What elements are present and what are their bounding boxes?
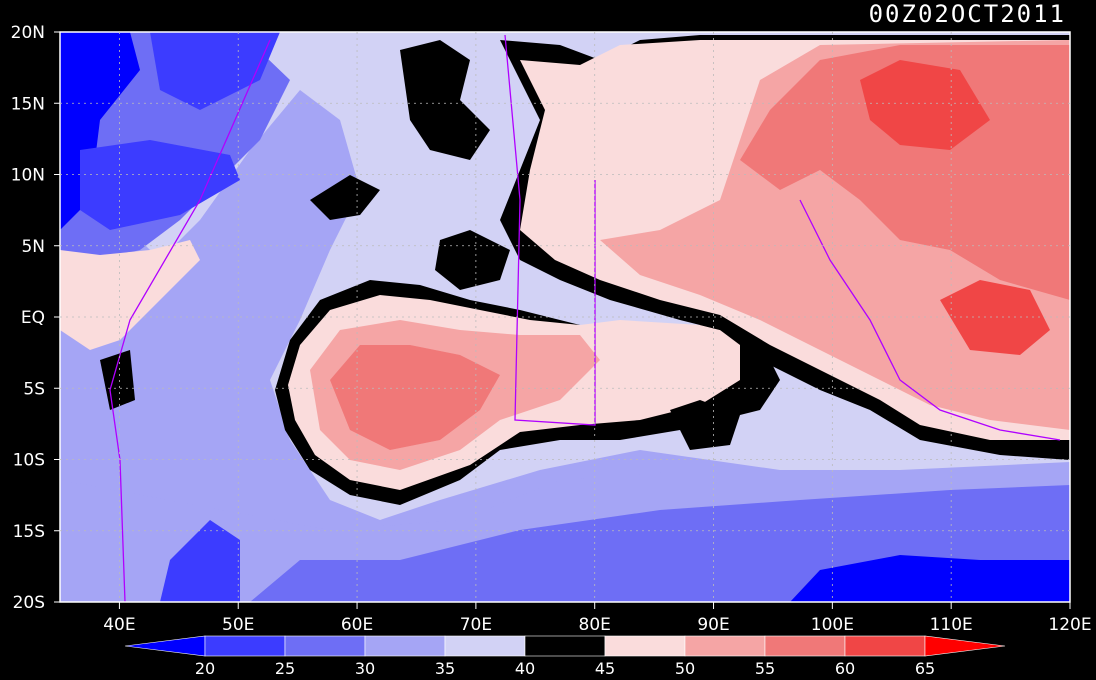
lat-label: 20S [13,593,45,613]
region-55-60-west [330,345,500,450]
colorbar-segment [364,635,446,657]
lon-label: 60E [341,615,373,635]
region-20-25-south [790,555,1070,602]
colorbar-segment [604,635,686,657]
region-45-50-horn [60,240,200,350]
blotch-mid [310,175,380,220]
lon-label: 80E [579,615,611,635]
colorbar-segment [684,635,766,657]
colorbar-segment [444,635,526,657]
region-55-60-east [740,45,1070,300]
lat-label: 20N [11,23,45,43]
colorbar-level-label: 60 [835,659,855,678]
colorbar-level-label: 35 [435,659,455,678]
lon-label: 100E [811,615,854,635]
colorbar-segment [284,635,366,657]
lon-label: 90E [697,615,729,635]
lat-label: 15N [11,94,45,114]
blotch-n [400,40,490,160]
lat-label: 15S [13,522,45,542]
colorbar-level-label: 55 [755,659,775,678]
lon-label: 110E [930,615,973,635]
colorbar-under-triangle [124,635,206,657]
colorbar-segment [844,635,926,657]
colorbar-level-label: 20 [195,659,215,678]
colorbar-segment [764,635,846,657]
lon-axis: 40E 50E 60E 70E 80E 90E 100E 110E 120E [103,602,1092,635]
colorbar-segment [204,635,286,657]
coastline-sumatra [799,199,1061,441]
region-60-65-east-s [940,280,1050,355]
region-20-25-n [150,32,280,110]
lon-label: 50E [222,615,254,635]
coastline-africa [109,39,271,602]
lon-label: 70E [460,615,492,635]
colorbar-level-label: 30 [355,659,375,678]
colorbar: 20 25 30 35 40 45 50 55 60 65 [124,635,1006,678]
map-title: 00Z02OCT2011 [868,0,1066,28]
colorbar-level-label: 25 [275,659,295,678]
lat-label: 5S [23,379,45,399]
colorbar-level-label: 65 [915,659,935,678]
coastline-india [504,34,596,426]
region-20-25-arabian [80,140,240,230]
lon-label: 120E [1048,615,1091,635]
lon-label: 40E [103,615,135,635]
colorbar-over-triangle [924,635,1006,657]
lat-label: EQ [21,308,45,328]
gridlines [60,32,1070,602]
colorbar-level-label: 40 [515,659,535,678]
colorbar-level-label: 50 [675,659,695,678]
region-20-25-sw [160,520,240,602]
colorbar-level-label: 45 [595,659,615,678]
lat-label: 10S [13,451,45,471]
colorbar-segment [524,635,606,657]
blotch-c [435,230,510,290]
lat-axis: 20N 15N 10N 5N EQ 5S 10S 15S 20S [11,23,60,613]
region-60-65-east-n [860,60,990,150]
lat-label: 10N [11,166,45,186]
lat-label: 5N [21,237,45,257]
blotch-e [670,400,740,450]
blotch-sw [100,350,135,410]
